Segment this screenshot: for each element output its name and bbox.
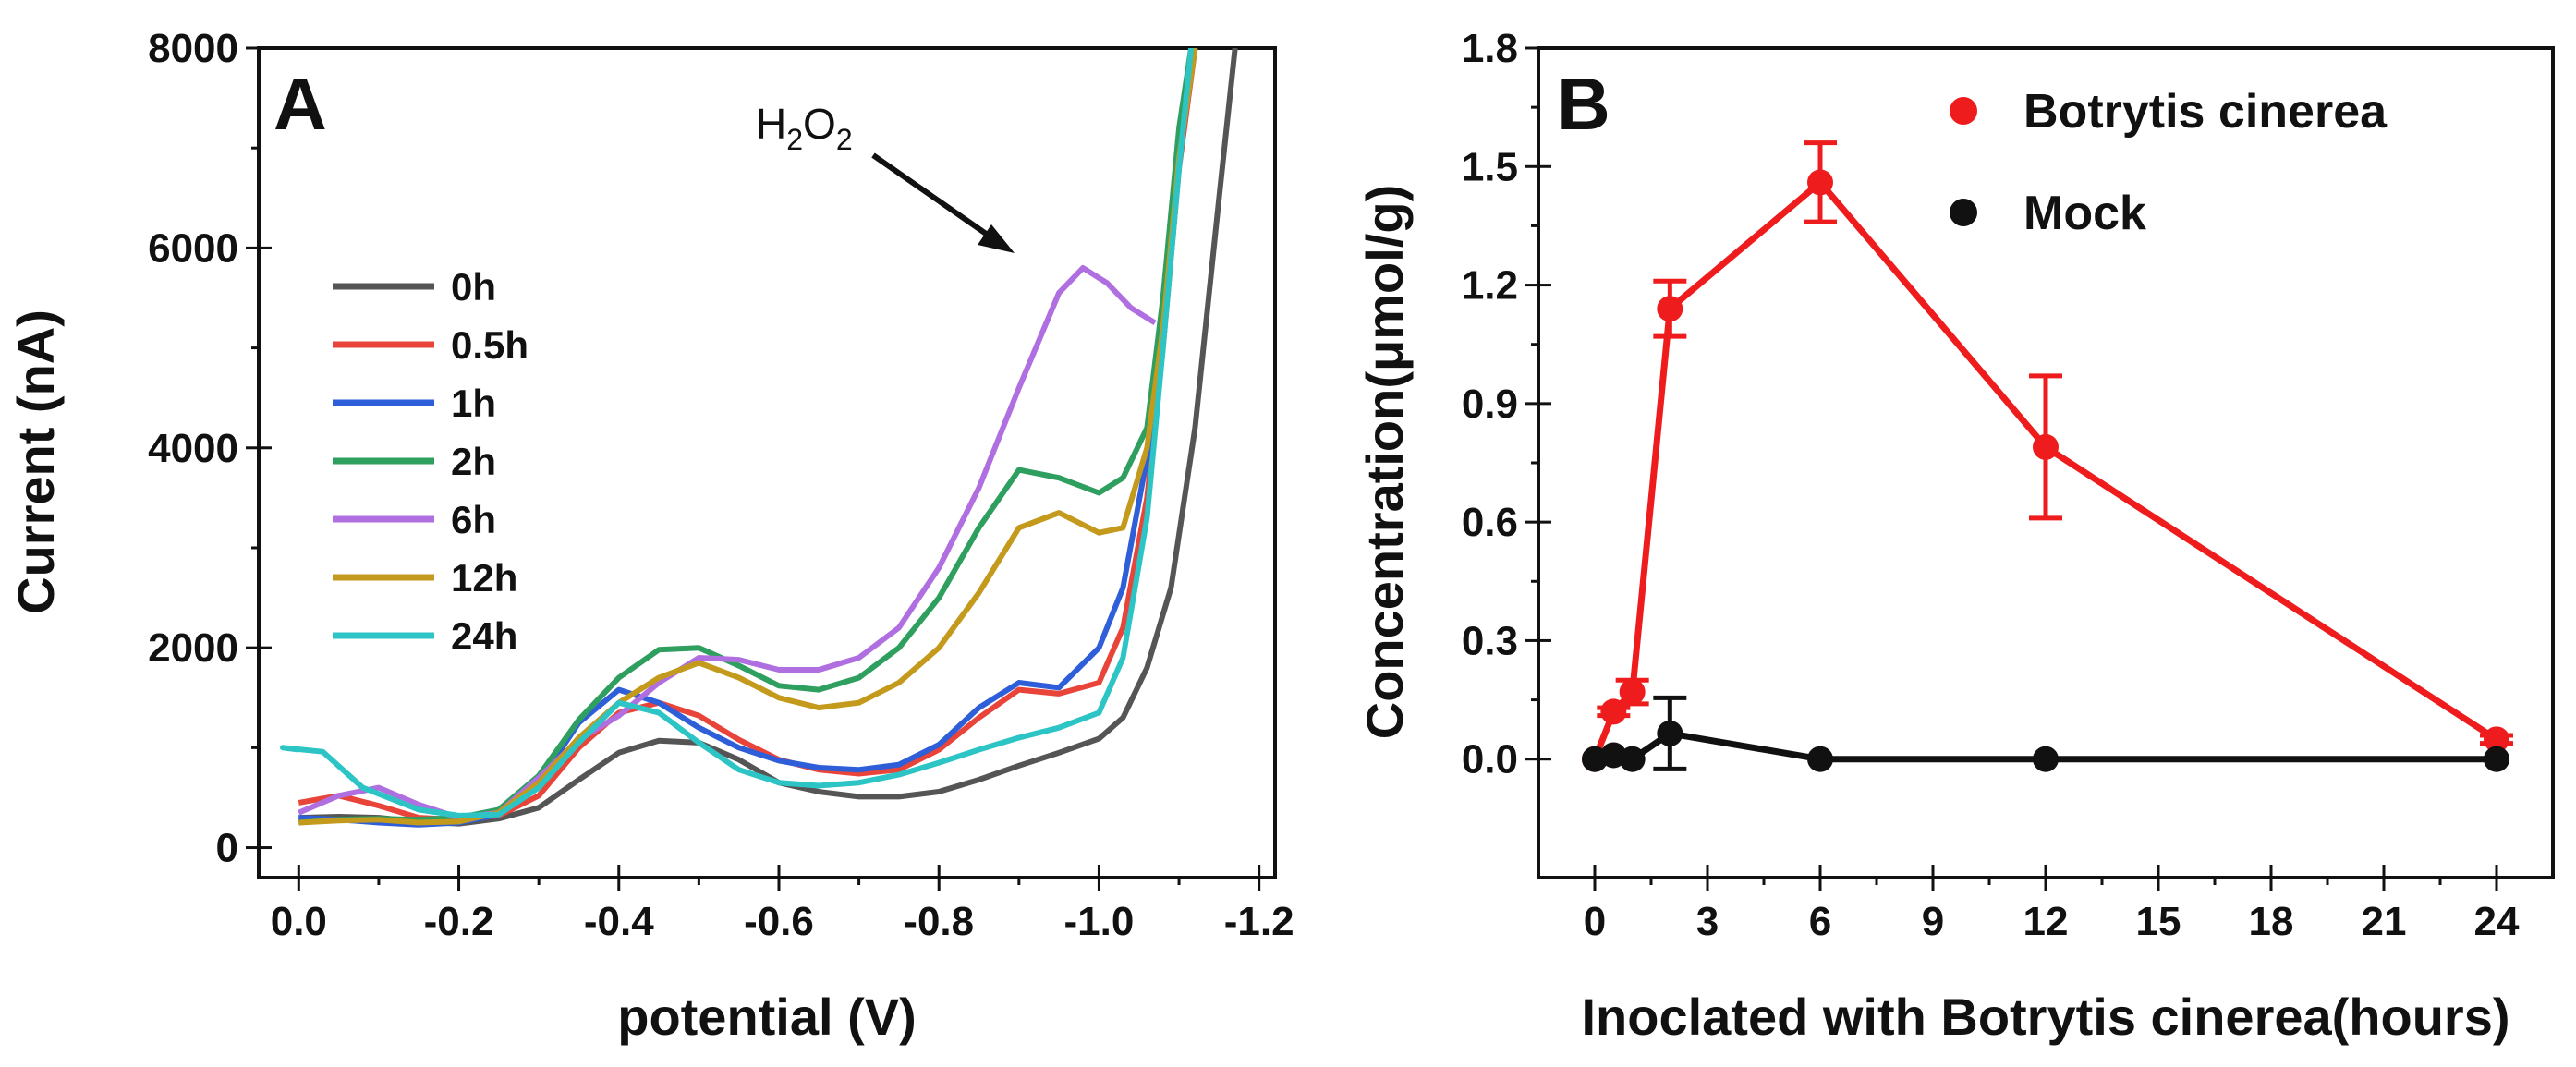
series-line-24h [280, 48, 1195, 818]
x-tick-label: 15 [2136, 899, 2181, 944]
data-point-mock [2033, 746, 2059, 772]
legend-marker [1950, 199, 1977, 226]
series-line-12h [298, 48, 1198, 826]
data-point-mock [1619, 746, 1646, 772]
panel-b-y-axis-label: Concentration(μmol/g) [1355, 185, 1414, 739]
y-tick-label: 1.2 [1462, 263, 1518, 309]
x-tick-label: -1.2 [1224, 899, 1294, 944]
data-point-botrytis-cinerea [2484, 726, 2509, 753]
data-point-botrytis-cinerea [1619, 679, 1646, 706]
panel-a-chart: 0.0 -0.2 -0.4 -0.6 -0.8 -1.0 -1.2 0 2000 4000 6000… [6, 26, 1294, 1046]
x-tick-label: 3 [1696, 899, 1719, 944]
x-tick-label: 0 [1584, 899, 1606, 944]
h2o2-arrow-head [978, 224, 1015, 253]
x-tick-label: 9 [1922, 899, 1944, 944]
h2o2-annotation: H2O2 [756, 100, 1015, 253]
data-point-botrytis-cinerea [2033, 433, 2059, 460]
data-point-botrytis-cinerea [1807, 169, 1833, 196]
data-point-botrytis-cinerea [1657, 296, 1683, 322]
x-tick-label: -0.8 [904, 899, 974, 944]
x-tick-label: -0.4 [584, 899, 654, 944]
series-line-0.5h [298, 48, 1198, 823]
y-tick-label: 0.0 [1462, 737, 1518, 782]
y-tick-label: 0 [216, 826, 238, 871]
h2o2-arrow-shaft [871, 152, 990, 238]
legend-label: 0.5h [451, 323, 529, 367]
x-tick-label: 24 [2474, 899, 2520, 944]
h2o2-label: H2O2 [756, 100, 853, 156]
legend-label: 1h [451, 382, 496, 425]
legend-label: Botrytis cinerea [2023, 85, 2388, 139]
y-tick-label: 0.6 [1462, 500, 1518, 545]
panel-b-chart: 0 3 6 9 12 15 18 21 24 0.0 0.3 0.6 0.9 1.2 1.5 1.8 Botr… [1355, 26, 2555, 1046]
legend-label: 12h [451, 556, 517, 600]
panel-a-y-axis-label: Current (nA) [6, 309, 65, 614]
panel-a-legend: 0h 0.5h 1h 2h 6h 12h 24h [333, 265, 529, 658]
data-point-mock [2484, 746, 2509, 772]
legend-label: 6h [451, 498, 496, 541]
legend-label: 24h [451, 614, 517, 658]
panel-a-x-axis-label: potential (V) [617, 988, 917, 1046]
x-tick-label: 0.0 [271, 899, 327, 944]
data-point-mock [1657, 720, 1683, 746]
y-tick-label: 1.8 [1462, 26, 1518, 71]
y-tick-label: 6000 [148, 225, 238, 271]
panel-b-letter: B [1557, 63, 1610, 145]
panel-b-x-axis-label: Inoclated with Botrytis cinerea(hours) [1581, 988, 2509, 1046]
legend-label: Mock [2023, 187, 2146, 240]
x-tick-label: -1.0 [1064, 899, 1135, 944]
x-tick-label: 18 [2249, 899, 2294, 944]
y-tick-label: 1.5 [1462, 144, 1518, 189]
panel-a-letter: A [273, 63, 327, 145]
panel-b-legend: Botrytis cinerea Mock [1950, 85, 2388, 240]
series-line-2h [298, 48, 1195, 826]
panel-b-ticks: 0 3 6 9 12 15 18 21 24 0.0 0.3 0.6 0.9 1.2 1.5 1.8 [1462, 26, 2520, 944]
series-line-0h [298, 48, 1238, 827]
panel-b-series [1582, 140, 2513, 772]
x-tick-label: 21 [2362, 899, 2407, 944]
x-tick-label: -0.2 [424, 899, 494, 944]
y-tick-label: 0.9 [1462, 382, 1518, 427]
x-tick-label: -0.6 [744, 899, 814, 944]
y-tick-label: 8000 [148, 26, 238, 71]
panel-a-series [280, 48, 1238, 828]
legend-label: 0h [451, 265, 496, 309]
x-tick-label: 12 [2023, 899, 2069, 944]
legend-marker [1950, 97, 1977, 125]
y-tick-label: 0.3 [1462, 618, 1518, 663]
series-line-1h [298, 48, 1198, 828]
panel-a-ticks: 0.0 -0.2 -0.4 -0.6 -0.8 -1.0 -1.2 0 2000 4000 6000… [148, 26, 1294, 944]
panel-a-plot-frame [257, 46, 1277, 879]
x-tick-label: 6 [1809, 899, 1831, 944]
data-point-mock [1807, 746, 1833, 772]
legend-label: 2h [451, 440, 496, 483]
y-tick-label: 4000 [148, 426, 238, 471]
y-tick-label: 2000 [148, 625, 238, 671]
